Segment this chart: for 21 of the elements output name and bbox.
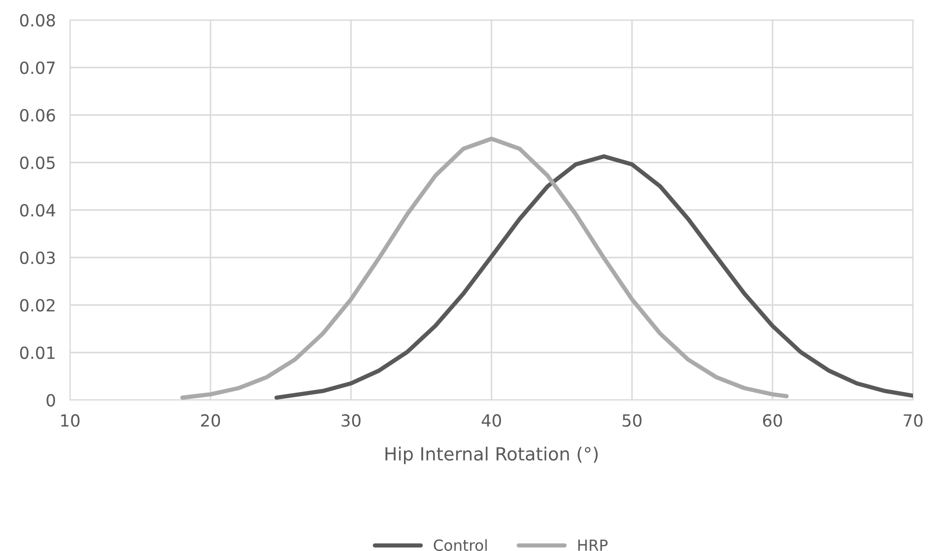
legend-label: HRP bbox=[578, 540, 608, 551]
y-tick-label: 0.04 bbox=[20, 204, 56, 217]
x-tick-label: 10 bbox=[61, 414, 80, 427]
y-tick-label: 0.01 bbox=[20, 346, 55, 360]
y-tick-label: 0.03 bbox=[20, 251, 55, 264]
y-tick-label: 0 bbox=[46, 394, 56, 407]
legend-label: Control bbox=[434, 539, 487, 551]
line-series bbox=[180, 136, 789, 400]
line-series bbox=[274, 154, 913, 400]
y-tick-label: 0.02 bbox=[20, 298, 54, 312]
y-tick-label: 0.05 bbox=[20, 156, 55, 170]
x-tick-label: 20 bbox=[201, 414, 220, 427]
x-axis-title: Hip Internal Rotation (°) bbox=[386, 446, 598, 464]
y-tick-label: 0.07 bbox=[20, 61, 55, 74]
x-tick-label: 50 bbox=[622, 414, 642, 427]
x-tick-label: 60 bbox=[763, 414, 782, 427]
y-tick-label: 0.08 bbox=[20, 14, 55, 27]
x-tick-label: 40 bbox=[482, 414, 501, 427]
x-tick-label: 70 bbox=[904, 414, 922, 427]
x-tick-label: 30 bbox=[342, 414, 360, 427]
y-tick-label: 0.06 bbox=[20, 108, 56, 122]
